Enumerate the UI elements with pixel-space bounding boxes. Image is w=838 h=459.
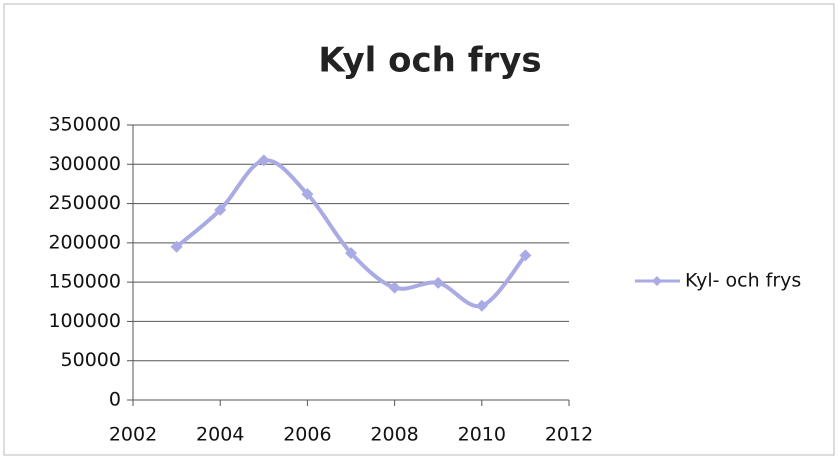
marker <box>432 276 445 289</box>
y-tick-label: 350000 <box>48 114 121 136</box>
x-tick-label: 2006 <box>283 424 331 446</box>
x-tick-label: 2002 <box>109 424 157 446</box>
y-tick-label: 0 <box>109 389 121 411</box>
x-tick-label: 2008 <box>370 424 418 446</box>
marker <box>170 240 183 253</box>
x-tick-label: 2004 <box>196 424 244 446</box>
chart-title: Kyl och frys <box>318 41 541 81</box>
y-tick-label: 50000 <box>61 349 121 371</box>
x-tick-label: 2010 <box>458 424 506 446</box>
legend-label: Kyl- och frys <box>685 270 801 292</box>
chart-border <box>3 3 835 456</box>
y-tick-label: 300000 <box>48 153 121 175</box>
marker <box>475 299 488 312</box>
marker <box>345 247 357 260</box>
marker <box>257 154 270 167</box>
marker <box>519 249 532 262</box>
marker <box>214 203 227 216</box>
y-tick-label: 150000 <box>48 271 121 293</box>
y-tick-label: 200000 <box>48 231 121 253</box>
x-tick-label: 2012 <box>545 424 593 446</box>
marker <box>388 281 401 294</box>
y-tick-label: 100000 <box>48 310 121 332</box>
y-tick-label: 250000 <box>48 192 121 214</box>
marker <box>301 188 314 201</box>
legend-marker <box>652 276 662 286</box>
